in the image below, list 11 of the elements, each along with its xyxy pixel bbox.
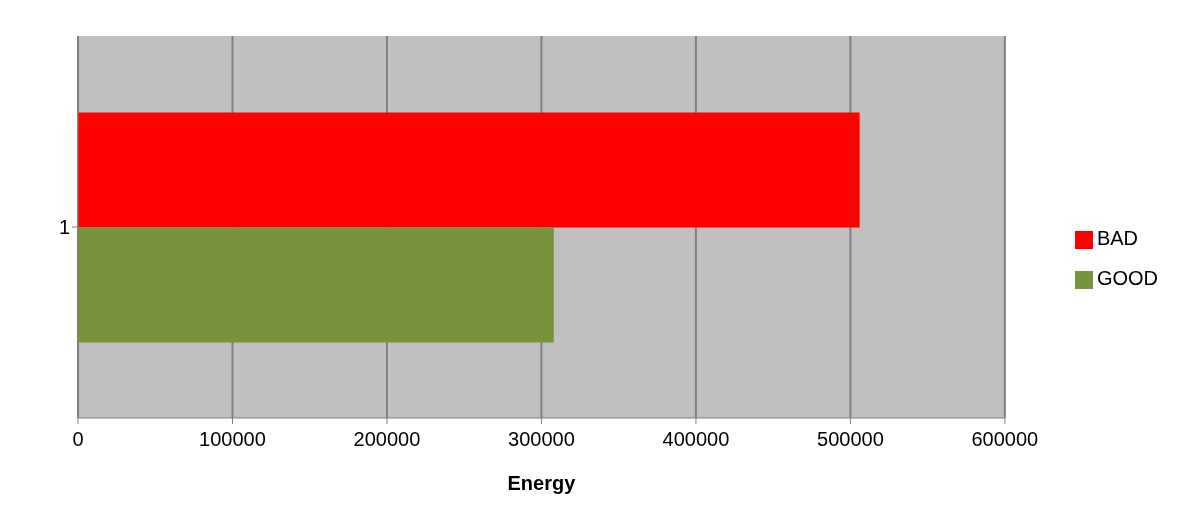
legend-label: GOOD bbox=[1096, 267, 1158, 289]
y-tick-label: 1 bbox=[58, 216, 70, 239]
legend-label: BAD bbox=[1096, 227, 1138, 249]
x-tick-label: 100000 bbox=[199, 428, 266, 451]
x-tick-label: 600000 bbox=[971, 428, 1039, 451]
x-tick-label: 0 bbox=[72, 428, 84, 451]
x-axis-title: Energy bbox=[507, 472, 577, 494]
x-tick-label: 300000 bbox=[508, 428, 575, 451]
x-tick-label: 400000 bbox=[662, 428, 730, 451]
x-tick-label: 500000 bbox=[817, 428, 884, 451]
x-tick-label: 200000 bbox=[353, 428, 421, 451]
